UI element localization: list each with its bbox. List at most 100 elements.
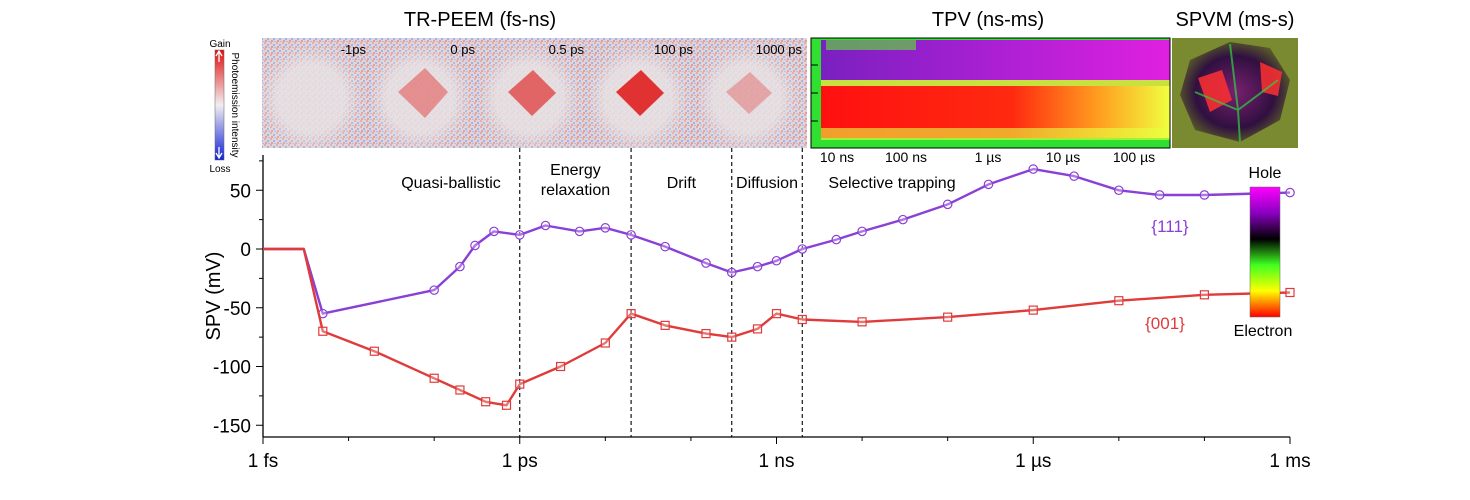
data-point: [429, 285, 439, 295]
data-point: [515, 379, 525, 389]
data-point: [626, 309, 636, 319]
data-point: [771, 255, 782, 266]
photoemission-axis-label: Photoemission intensity: [229, 52, 240, 157]
y-tick-label: 0: [240, 240, 251, 261]
region-label: Energy relaxation: [541, 162, 610, 199]
peem-frame: 0 ps: [371, 38, 480, 148]
data-point: [555, 361, 566, 372]
region-label: Drift: [667, 175, 697, 192]
series-line: [263, 247, 1291, 407]
peem-frame: 1000 ps: [698, 38, 807, 148]
data-point: [1199, 190, 1210, 200]
y-ticks: -150 -100 -50 0 50: [213, 160, 263, 437]
data-point: [1285, 187, 1295, 198]
x-tick-label: 1 µs: [1015, 451, 1051, 472]
y-tick-label: 50: [230, 181, 251, 202]
electron-label: Electron: [1234, 323, 1293, 340]
series-group: {111} {001}: [263, 164, 1295, 410]
tpv-title: TPV (ns-ms): [932, 9, 1044, 31]
hole-electron-colorbar: Hole Electron: [1234, 165, 1293, 340]
data-point: [540, 220, 551, 231]
peem-frames: -1ps 0 ps 0.5 ps 100 ps 1000 ps: [262, 38, 807, 148]
data-point: [455, 261, 465, 272]
data-point: [701, 329, 711, 339]
data-point: [514, 230, 525, 240]
x-tick-label: 1 fs: [248, 451, 279, 472]
spvm-image: [1172, 38, 1298, 148]
region-label: Diffusion: [736, 175, 798, 192]
data-point: [501, 400, 512, 410]
data-point: [369, 346, 379, 356]
region-label: Quasi-ballistic: [401, 175, 501, 192]
data-point: [600, 338, 610, 348]
tpv-tick-label: 10 ns: [820, 149, 854, 165]
y-axis-label: SPV (mV): [203, 252, 225, 341]
series-label: {111}: [1151, 217, 1189, 236]
region-dividers: [519, 148, 803, 437]
y-tick-label: -100: [213, 358, 251, 379]
data-point: [857, 226, 867, 237]
data-point: [600, 223, 611, 233]
data-point: [701, 258, 711, 268]
region-labels: Quasi-ballistic Energy relaxation Drift Diff…: [401, 162, 955, 199]
x-tick-label: 1 ms: [1269, 451, 1310, 472]
peem-frame-label: -1ps: [341, 42, 367, 57]
data-point: [626, 230, 636, 240]
hole-label: Hole: [1249, 165, 1282, 182]
data-point: [318, 326, 328, 336]
data-point: [1114, 296, 1124, 306]
data-point: [942, 199, 953, 210]
y-tick-label: -150: [213, 416, 251, 437]
peem-frame-label: 0.5 ps: [549, 42, 585, 57]
x-ticks: 1 fs 1 ps 1 ns 1 µs 1 ms: [248, 437, 1311, 472]
series-label: {001}: [1145, 314, 1185, 333]
peem-frame-label: 0 ps: [450, 42, 475, 57]
tpv-tick-label: 1 µs: [975, 149, 1002, 165]
gain-loss-colorbar: Gain Loss Photoemission intensity: [209, 39, 240, 175]
tpv-tick-label: 100 ns: [885, 149, 927, 165]
tpv-tick-label: 10 µs: [1046, 149, 1081, 165]
peem-frame-label: 100 ps: [654, 42, 694, 57]
data-point: [1028, 164, 1039, 174]
data-point: [470, 240, 480, 251]
data-point: [752, 261, 763, 272]
data-point: [726, 267, 737, 278]
x-tick-label: 1 ps: [502, 451, 538, 472]
series-line: [263, 167, 1291, 315]
data-point: [943, 312, 953, 322]
data-point: [1285, 287, 1295, 298]
x-tick-label: 1 ns: [759, 451, 795, 472]
peem-frame: 100 ps: [589, 38, 698, 148]
gain-label: Gain: [209, 39, 230, 50]
y-tick-label: -50: [224, 299, 251, 320]
region-label: Selective trapping: [828, 175, 955, 192]
data-point: [857, 317, 867, 327]
data-point: [771, 309, 782, 319]
peem-frame: 0.5 ps: [480, 38, 589, 148]
data-point: [898, 214, 908, 225]
data-point: [797, 314, 807, 325]
data-point: [1154, 190, 1165, 200]
tpv-tick-label: 100 µs: [1113, 149, 1155, 165]
spvm-title: SPVM (ms-s): [1176, 9, 1295, 31]
peem-frame-label: 1000 ps: [756, 42, 803, 57]
data-point: [455, 385, 465, 395]
data-point: [797, 244, 808, 254]
tpv-map: 10 ns 100 ns 1 µs 10 µs 100 µs: [810, 37, 1171, 165]
peem-frame: -1ps: [262, 38, 371, 148]
data-point: [983, 179, 994, 190]
loss-label: Loss: [209, 164, 230, 175]
data-point: [1069, 171, 1079, 181]
data-point: [1199, 290, 1210, 300]
data-point: [660, 241, 670, 252]
data-point: [574, 226, 585, 237]
data-point: [831, 234, 842, 245]
data-point: [1028, 305, 1038, 315]
data-point: [752, 324, 763, 334]
plot-area: 1 fs 1 ps 1 ns 1 µs 1 ms -150 -100 -50 0 50 Quas…: [213, 148, 1311, 472]
data-point: [429, 373, 439, 383]
data-point: [481, 397, 491, 407]
peem-title: TR-PEEM (fs-ns): [404, 9, 556, 31]
data-point: [727, 332, 737, 342]
